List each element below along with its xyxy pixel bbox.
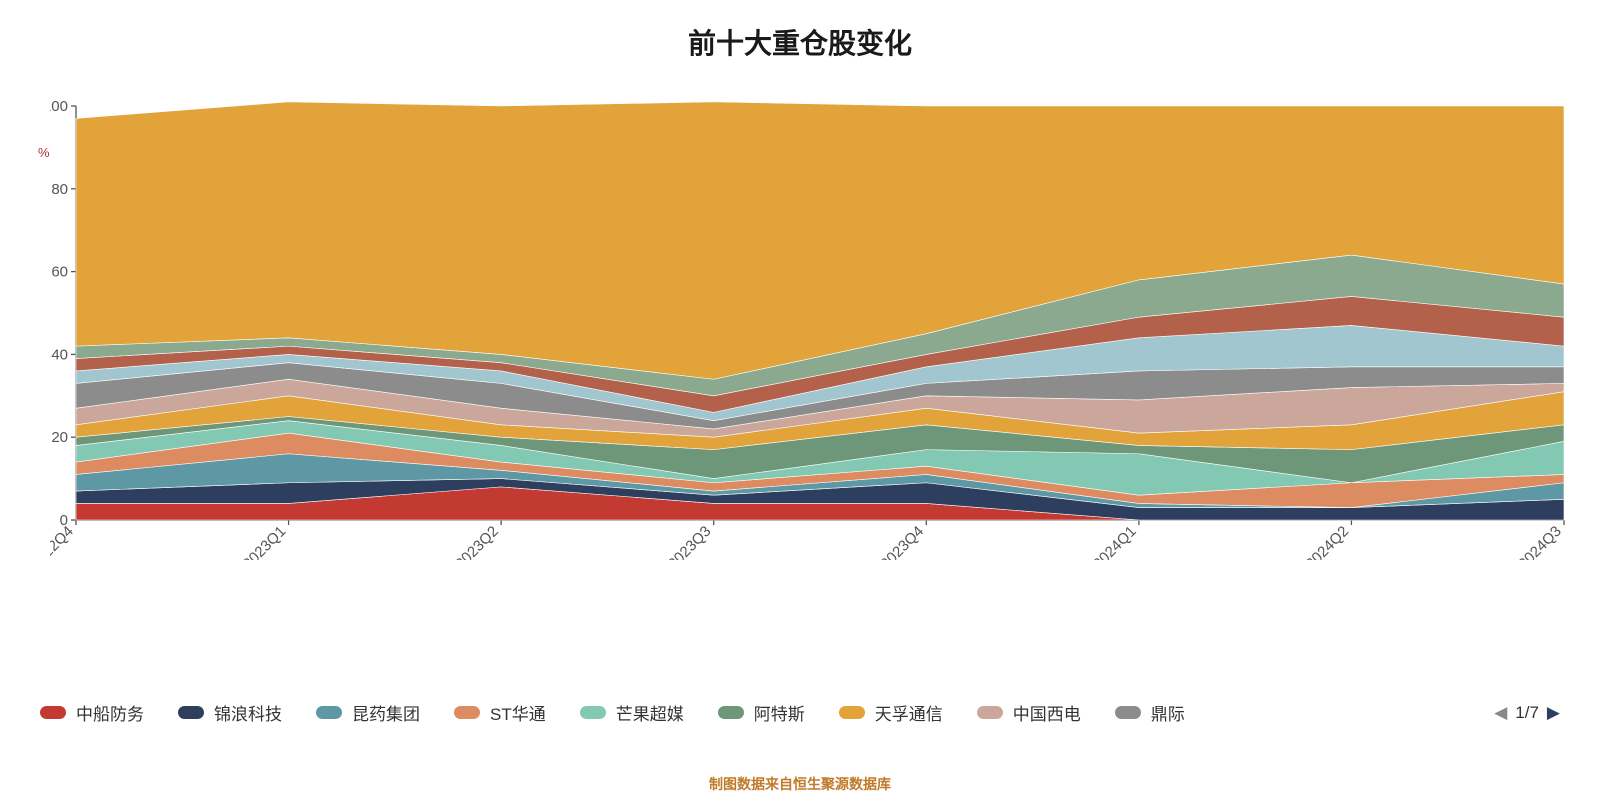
legend-item[interactable]: 锦浪科技 <box>178 700 282 725</box>
svg-text:40: 40 <box>51 346 68 363</box>
svg-text:100: 100 <box>50 100 68 115</box>
pager-next-icon[interactable]: ▶ <box>1547 703 1560 723</box>
legend-item[interactable]: 天孚通信 <box>839 700 943 725</box>
chart-svg: 0204060801002022Q42023Q12023Q22023Q32023… <box>50 100 1570 560</box>
legend-swatch <box>718 706 744 719</box>
legend-label: 锦浪科技 <box>214 700 282 725</box>
svg-text:2024Q2: 2024Q2 <box>1302 523 1352 560</box>
legend-label: 阿特斯 <box>754 700 805 725</box>
chart-title: 前十大重仓股变化 <box>0 0 1600 62</box>
legend-swatch <box>454 706 480 719</box>
svg-text:2022Q4: 2022Q4 <box>50 523 77 560</box>
pager-label: 1/7 <box>1515 703 1539 723</box>
legend-label: ST华通 <box>490 700 546 725</box>
legend-label: 中国西电 <box>1013 700 1081 725</box>
legend-item[interactable]: 芒果超媒 <box>580 700 684 725</box>
svg-text:2023Q2: 2023Q2 <box>452 523 502 560</box>
chart-footer: 制图数据来自恒生聚源数据库 <box>0 774 1600 794</box>
legend-item[interactable]: 中船防务 <box>40 700 144 725</box>
svg-text:2024Q3: 2024Q3 <box>1515 523 1565 560</box>
legend-swatch <box>316 706 342 719</box>
legend-label: 天孚通信 <box>875 700 943 725</box>
legend-label: 中船防务 <box>76 700 144 725</box>
legend-item[interactable]: 鼎际 <box>1115 700 1185 725</box>
svg-text:60: 60 <box>51 264 68 281</box>
svg-text:2023Q3: 2023Q3 <box>665 523 715 560</box>
legend-swatch <box>40 706 66 719</box>
legend-item[interactable]: ST华通 <box>454 700 546 725</box>
svg-text:2023Q1: 2023Q1 <box>240 523 290 560</box>
legend-label: 芒果超媒 <box>616 700 684 725</box>
chart-legend: 中船防务 锦浪科技 昆药集团 ST华通 芒果超媒 阿特斯 天孚通信 中国西电 鼎际 ◀ 1/7 ▶ <box>40 700 1560 725</box>
legend-item[interactable]: 阿特斯 <box>718 700 805 725</box>
legend-swatch <box>580 706 606 719</box>
svg-text:2024Q1: 2024Q1 <box>1090 523 1140 560</box>
legend-item[interactable]: 中国西电 <box>977 700 1081 725</box>
legend-pager: ◀ 1/7 ▶ <box>1494 703 1560 723</box>
y-axis-unit: % <box>38 145 50 160</box>
legend-label: 昆药集团 <box>352 700 420 725</box>
legend-swatch <box>178 706 204 719</box>
svg-text:2023Q4: 2023Q4 <box>877 523 927 560</box>
pager-prev-icon[interactable]: ◀ <box>1494 703 1507 723</box>
svg-text:80: 80 <box>51 181 68 198</box>
legend-swatch <box>1115 706 1141 719</box>
svg-text:20: 20 <box>51 429 68 446</box>
legend-item[interactable]: 昆药集团 <box>316 700 420 725</box>
legend-swatch <box>839 706 865 719</box>
legend-swatch <box>977 706 1003 719</box>
chart-plot: 0204060801002022Q42023Q12023Q22023Q32023… <box>50 100 1570 560</box>
legend-label: 鼎际 <box>1151 700 1185 725</box>
